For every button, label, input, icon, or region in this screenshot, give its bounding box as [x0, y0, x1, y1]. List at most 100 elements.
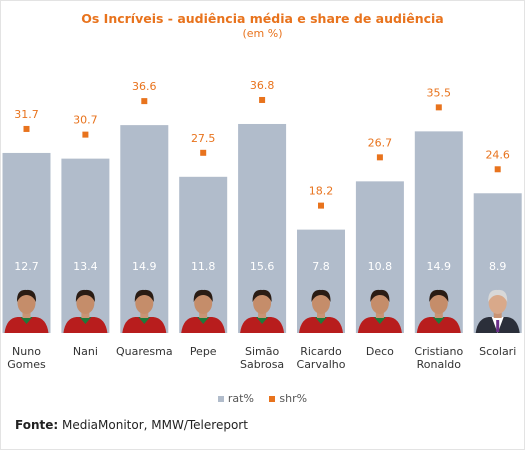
category-label-line: Simão: [245, 345, 279, 358]
shr-marker: [200, 149, 207, 156]
player-face: [135, 292, 154, 314]
player-collar: [20, 317, 33, 324]
shr-value-label: 30.7: [73, 114, 98, 127]
player-hair: [252, 289, 272, 302]
category-label-line: Ricardo: [300, 345, 342, 358]
player-collar: [256, 317, 269, 324]
player-photo: [63, 289, 108, 333]
category-label-line: Cristiano: [414, 345, 463, 358]
category-label: Deco: [366, 345, 394, 358]
player-neck: [199, 311, 208, 318]
category-label-line: Sabrosa: [240, 358, 284, 371]
player-hair: [311, 289, 331, 302]
source-label: Fonte:: [15, 418, 59, 432]
player-photo: [240, 289, 285, 333]
shr-value-label: 26.7: [368, 136, 393, 149]
player-photo: [181, 289, 226, 333]
player-neck: [140, 311, 149, 318]
rat-value-label: 13.4: [73, 260, 98, 273]
shr-marker: [318, 202, 324, 209]
category-label: Scolari: [479, 345, 516, 358]
player-shirt: [416, 317, 461, 333]
player-collar: [315, 317, 327, 324]
shr-marker: [376, 154, 383, 161]
legend-label-shr: shr%: [279, 392, 308, 405]
player-neck: [22, 311, 31, 318]
source-text: MediaMonitor, MMW/Telereport: [58, 418, 248, 432]
player-hair: [193, 289, 213, 302]
legend-item-rat: rat%: [217, 392, 254, 405]
shr-marker: [23, 125, 30, 132]
rat-value-label: 8.9: [489, 260, 507, 273]
player-photo: [4, 289, 49, 333]
legend-swatch-rat: [217, 396, 224, 402]
category-label-line: Gomes: [7, 358, 46, 371]
legend-item-shr: shr%: [269, 392, 307, 405]
shr-value-label: 31.7: [14, 108, 39, 121]
player-face: [17, 292, 36, 314]
shr-value-label: 18.2: [309, 185, 334, 198]
shr-value-label: 36.6: [132, 80, 157, 93]
source-note: Fonte: MediaMonitor, MMW/Telereport: [15, 418, 248, 432]
player-neck: [375, 311, 384, 318]
rat-value-label: 14.9: [132, 260, 157, 273]
player-collar: [79, 317, 92, 324]
player-face: [76, 292, 95, 314]
player-shirt: [240, 317, 285, 333]
player-neck: [317, 311, 325, 318]
category-label: Nani: [73, 345, 98, 358]
player-shirt: [122, 317, 167, 333]
shr-value-label: 24.6: [485, 148, 510, 161]
player-hair: [75, 289, 95, 302]
player-face: [253, 292, 272, 314]
player-photo: [416, 289, 461, 333]
category-label: Pepe: [190, 345, 217, 358]
category-label-line: Nani: [73, 345, 98, 358]
shr-marker: [141, 98, 148, 105]
rat-value-label: 10.8: [368, 260, 393, 273]
player-face: [429, 292, 448, 314]
player-face: [370, 292, 389, 314]
player-photo: [357, 289, 402, 333]
shr-marker: [494, 166, 501, 173]
category-label: Ricardo Carvalho: [297, 345, 346, 371]
bar-chart: 12.7 31.7 Nuno Gomes 13.4 30.7 Nani 14.9 36.6 Qua…: [2, 79, 522, 371]
shr-marker: [82, 131, 89, 138]
player-face: [312, 292, 330, 314]
player-hair: [134, 289, 154, 302]
player-neck: [493, 311, 502, 318]
player-photo: [122, 289, 167, 333]
category-label: Quaresma: [116, 345, 173, 358]
player-shirt: [299, 317, 343, 333]
player-hair: [370, 289, 390, 302]
category-label-line: Scolari: [479, 345, 516, 358]
category-label-line: Deco: [366, 345, 394, 358]
category-label-line: Ronaldo: [417, 358, 462, 371]
rat-value-label: 7.8: [312, 260, 330, 273]
player-shirt: [357, 317, 402, 333]
category-label: Simão Sabrosa: [240, 345, 284, 371]
rat-value-label: 15.6: [250, 260, 275, 273]
player-hair: [16, 289, 37, 302]
player-neck: [81, 311, 90, 318]
shr-value-label: 35.5: [427, 86, 452, 99]
rat-value-label: 14.9: [427, 260, 452, 273]
category-label: Nuno Gomes: [7, 345, 46, 371]
player-face: [488, 292, 507, 314]
category-label-line: Quaresma: [116, 345, 173, 358]
shr-value-label: 27.5: [191, 132, 216, 145]
player-shirt: [181, 317, 226, 333]
shr-value-label: 36.8: [250, 79, 275, 92]
category-label: Cristiano Ronaldo: [414, 345, 463, 371]
legend-swatch-shr: [269, 396, 276, 402]
shr-marker: [259, 96, 266, 103]
player-photo: [299, 289, 343, 333]
shr-marker: [435, 104, 442, 111]
legend: rat% shr%: [0, 392, 525, 405]
player-collar: [197, 317, 210, 324]
player-collar: [138, 317, 151, 324]
player-hair: [429, 289, 449, 302]
rat-value-label: 12.7: [14, 260, 39, 273]
rat-value-label: 11.8: [191, 260, 216, 273]
player-tie: [496, 320, 500, 332]
